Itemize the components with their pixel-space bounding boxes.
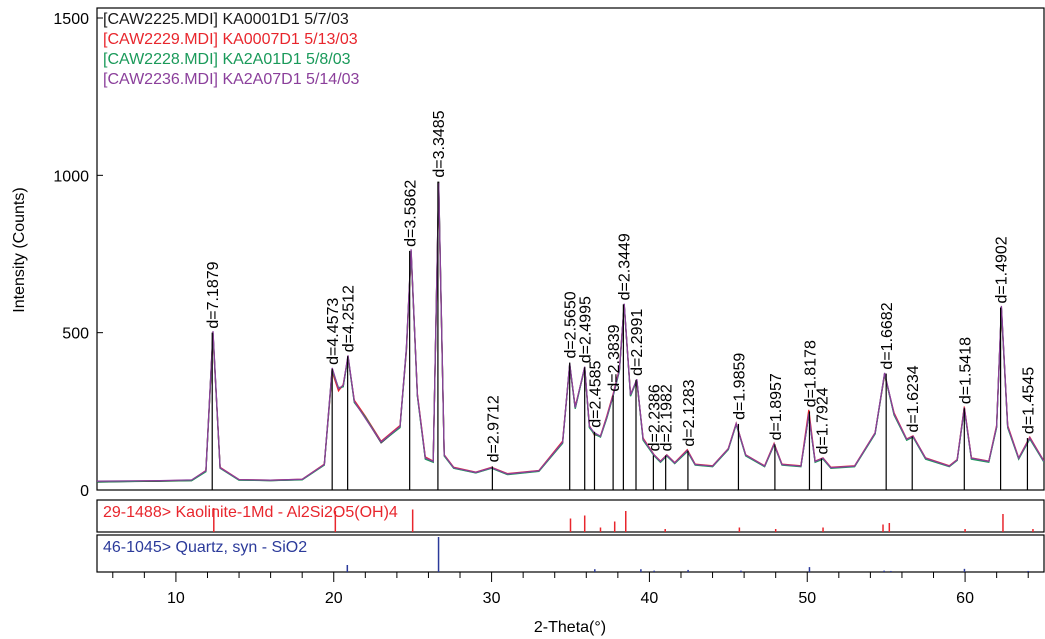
peak-label: d=1.8178	[802, 340, 819, 407]
y-tick-label: 1500	[53, 11, 89, 28]
peak-label: d=2.1283	[681, 379, 698, 446]
series-line	[97, 183, 1044, 482]
peak-label: d=4.4573	[325, 298, 342, 365]
x-axis-title: 2-Theta(°)	[534, 619, 606, 636]
x-tick-label: 60	[956, 590, 974, 607]
x-tick-label: 40	[641, 590, 659, 607]
y-axis-title: Intensity (Counts)	[11, 187, 28, 312]
peak-label: d=2.3449	[616, 233, 633, 300]
reference-label: 29-1488> Kaolinite-1Md - Al2Si2O5(OH)4	[103, 504, 398, 521]
legend-label: [CAW2228.MDI] KA2A01D1 5/8/03	[103, 51, 351, 68]
peak-label: d=2.9712	[485, 395, 502, 462]
peak-label: d=3.3485	[431, 110, 448, 177]
reference-frame	[96, 534, 1045, 573]
peak-label: d=2.5650	[563, 291, 580, 358]
peak-label: d=2.2386	[646, 384, 663, 451]
peak-label: d=4.2512	[341, 285, 358, 352]
peak-label: d=2.3839	[606, 324, 623, 391]
peak-label: d=3.5862	[403, 180, 420, 247]
x-tick-label: 20	[325, 590, 343, 607]
plot-frame	[96, 7, 1045, 491]
peak-label: d=7.1879	[205, 261, 222, 328]
x-tick-label: 50	[798, 590, 816, 607]
peak-label: d=1.4902	[994, 236, 1011, 303]
y-tick-label: 0	[80, 483, 89, 500]
peak-label: d=1.7924	[814, 387, 831, 454]
peak-label: d=1.6682	[879, 302, 896, 369]
y-tick-label: 1000	[53, 168, 89, 185]
peak-label: d=1.4545	[1020, 367, 1037, 434]
legend-label: [CAW2236.MDI] KA2A07D1 5/14/03	[103, 71, 360, 88]
peak-label: d=2.4995	[578, 296, 595, 363]
peak-label: d=2.4585	[587, 361, 604, 428]
reference-label: 46-1045> Quartz, syn - SiO2	[103, 539, 307, 556]
peak-label: d=1.8957	[768, 373, 785, 440]
legend-label: [CAW2225.MDI] KA0001D1 5/7/03	[103, 11, 349, 28]
peak-label: d=1.5418	[957, 337, 974, 404]
y-tick-label: 500	[62, 326, 89, 343]
peak-label: d=1.9859	[731, 353, 748, 420]
legend-label: [CAW2229.MDI] KA0007D1 5/13/03	[103, 31, 358, 48]
x-tick-label: 30	[483, 590, 501, 607]
x-tick-label: 10	[167, 590, 185, 607]
peak-label: d=2.2991	[629, 309, 646, 376]
peak-label: d=2.1982	[659, 384, 676, 451]
peak-label: d=1.6234	[905, 365, 922, 432]
